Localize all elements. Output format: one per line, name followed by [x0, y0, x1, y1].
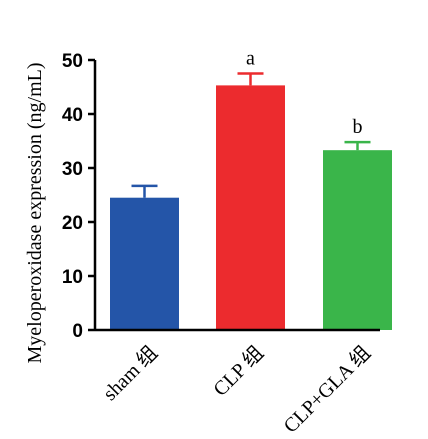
- y-ticks-layer: 0 10 20 30 40 50: [62, 51, 95, 342]
- bar: [110, 197, 179, 330]
- error-bars-layer: [131, 72, 371, 198]
- x-tick-label: sham 组: [98, 341, 162, 405]
- y-tick-label: 10: [62, 267, 83, 288]
- y-tick-label: 40: [62, 105, 83, 126]
- x-tick-label: CLP+GLA 组: [279, 341, 375, 434]
- significance-label: a: [246, 48, 255, 70]
- y-tick-label: 50: [62, 51, 83, 72]
- y-axis-title: Myeloperoxidase expression (ng/mL): [24, 62, 46, 363]
- x-tick-label: CLP 组: [209, 341, 268, 400]
- y-tick-label: 0: [72, 321, 83, 342]
- bars-layer: [110, 85, 392, 330]
- y-tick-label: 20: [62, 213, 83, 234]
- significance-label: b: [353, 116, 363, 138]
- axes-layer: [93, 60, 380, 332]
- bar: [216, 85, 285, 330]
- bar: [323, 150, 392, 330]
- y-tick-label: 30: [62, 159, 83, 180]
